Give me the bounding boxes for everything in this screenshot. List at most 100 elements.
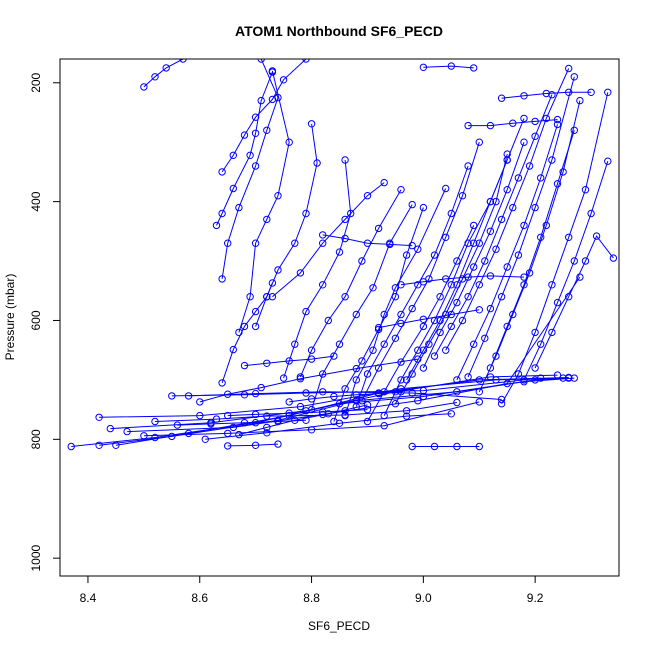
- data-point: [525, 162, 534, 170]
- data-point: [497, 215, 506, 224]
- data-point: [263, 215, 271, 224]
- x-tick-label: 9.0: [415, 591, 432, 605]
- series-line: [244, 355, 334, 367]
- data-point: [581, 186, 590, 194]
- x-tick-label: 8.8: [303, 591, 320, 605]
- data-point: [470, 64, 478, 72]
- data-point: [542, 89, 550, 98]
- data-point: [419, 278, 428, 286]
- data-point: [173, 421, 182, 429]
- data-point: [324, 316, 332, 325]
- data-point: [408, 241, 416, 250]
- y-tick-label: 400: [29, 191, 43, 211]
- data-point: [380, 340, 388, 348]
- y-tick-label: 200: [29, 72, 43, 92]
- data-point: [464, 293, 472, 301]
- data-point: [162, 64, 170, 72]
- y-tick-label: 800: [29, 429, 43, 449]
- data-point: [123, 427, 131, 436]
- series-line: [400, 275, 525, 286]
- data-point: [453, 257, 461, 265]
- data-point: [302, 407, 310, 415]
- data-point: [380, 310, 388, 319]
- data-point: [251, 129, 260, 138]
- data-point: [565, 88, 573, 97]
- series-line: [221, 59, 279, 279]
- data-point: [251, 239, 260, 247]
- data-point: [374, 364, 383, 372]
- series-line: [238, 70, 290, 333]
- data-point: [391, 400, 400, 408]
- data-point: [402, 251, 411, 259]
- data-point: [408, 389, 416, 397]
- data-point: [604, 88, 612, 97]
- data-point: [330, 392, 338, 401]
- series-line: [344, 188, 447, 416]
- data-point: [486, 364, 495, 372]
- data-point: [257, 96, 265, 105]
- data-point: [302, 307, 310, 316]
- series-line: [445, 68, 570, 351]
- data-point: [246, 293, 254, 301]
- series-line: [110, 374, 558, 430]
- data-point: [492, 245, 500, 253]
- data-point: [363, 417, 372, 426]
- data-point: [531, 132, 539, 141]
- x-tick-label: 8.4: [80, 591, 97, 605]
- data-point: [285, 138, 293, 146]
- data-point: [151, 433, 159, 442]
- data-point: [341, 234, 349, 243]
- data-point: [587, 88, 595, 97]
- series-line: [406, 118, 525, 381]
- data-point: [531, 117, 539, 126]
- data-point: [235, 430, 243, 439]
- data-point: [430, 251, 439, 259]
- data-point: [537, 374, 545, 382]
- data-point: [397, 281, 405, 289]
- data-point: [565, 373, 573, 382]
- data-point: [604, 157, 612, 165]
- x-axis: 8.4 8.6 8.8 9.0 9.2: [80, 575, 544, 605]
- data-point: [257, 383, 265, 392]
- data-point: [319, 370, 327, 378]
- data-point: [559, 168, 567, 176]
- data-point: [391, 334, 400, 342]
- data-point: [430, 442, 439, 451]
- data-point: [363, 370, 372, 378]
- data-point: [408, 304, 416, 313]
- data-point: [503, 379, 511, 388]
- data-point: [95, 441, 103, 449]
- series-line: [199, 358, 418, 403]
- series-line: [422, 142, 525, 369]
- data-point: [447, 281, 455, 289]
- data-point: [218, 209, 226, 218]
- data-point: [414, 397, 422, 405]
- data-point: [319, 231, 327, 239]
- data-point: [246, 151, 254, 160]
- series-line: [467, 76, 575, 378]
- data-point: [347, 209, 355, 218]
- data-point: [503, 322, 511, 331]
- series-line: [534, 235, 614, 369]
- data-point: [374, 323, 383, 332]
- data-point: [442, 233, 450, 242]
- data-point: [151, 73, 159, 81]
- y-tick-label: 600: [29, 310, 43, 330]
- series-line: [216, 71, 273, 226]
- data-point: [341, 156, 349, 164]
- data-point: [475, 376, 483, 384]
- data-point: [592, 232, 601, 240]
- data-point: [224, 239, 232, 247]
- series-line: [143, 401, 480, 437]
- data-point: [235, 328, 243, 337]
- data-point: [497, 94, 506, 102]
- data-point: [436, 328, 444, 337]
- data-point: [224, 390, 232, 398]
- data-point: [251, 322, 260, 331]
- data-point: [67, 442, 75, 451]
- data-point: [363, 239, 372, 247]
- data-point: [414, 281, 422, 289]
- data-point: [397, 376, 405, 384]
